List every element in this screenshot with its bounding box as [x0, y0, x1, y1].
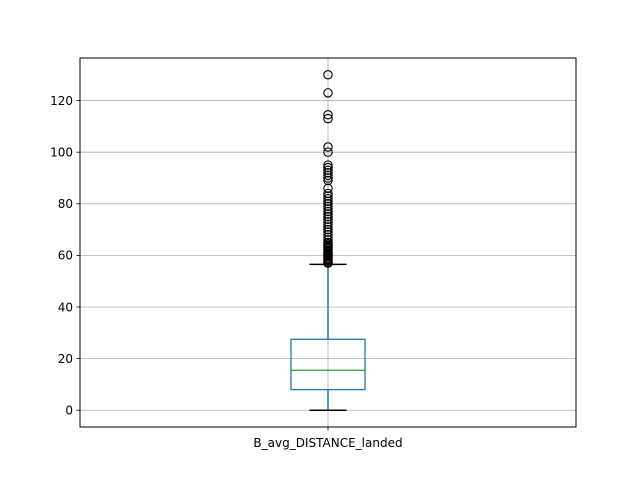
outlier-point [323, 191, 333, 201]
outlier-point [323, 232, 333, 243]
x-tick-label: B_avg_DISTANCE_landed [253, 436, 402, 450]
outlier-point [323, 193, 333, 204]
outlier-point [323, 162, 333, 173]
outlier-point [323, 230, 333, 240]
outlier-point [323, 113, 333, 124]
outlier-point [323, 214, 333, 225]
outlier-point [323, 196, 333, 206]
outlier-point [323, 235, 333, 245]
y-tick-label: 80 [58, 197, 73, 211]
outlier-point [323, 175, 333, 186]
x-tick-layer: B_avg_DISTANCE_landed [253, 427, 403, 450]
outlier-point [323, 206, 333, 217]
outlier-point [323, 211, 333, 222]
y-tick-label: 0 [65, 404, 73, 418]
outlier-point [323, 168, 333, 178]
outlier-point [323, 188, 333, 199]
y-tick-label: 60 [58, 249, 73, 263]
outlier-point [323, 142, 333, 152]
iqr-box [290, 338, 366, 391]
outlier-point [323, 209, 333, 219]
outlier-point [323, 217, 333, 227]
outlier-point [323, 224, 333, 235]
y-tick-label: 20 [58, 352, 73, 366]
tick-layer: 0 20 40 60 80 100 120 [50, 94, 80, 418]
outlier-point [323, 147, 333, 157]
outlier-point [323, 165, 333, 175]
outlier-point [323, 170, 333, 181]
box-layer [290, 70, 366, 411]
outlier-point [323, 227, 333, 237]
outlier-point [323, 201, 333, 212]
outlier-point [323, 160, 333, 170]
outlier-point [323, 204, 333, 214]
outlier-point [323, 199, 333, 209]
outlier-point [323, 222, 333, 232]
outlier-point [323, 183, 333, 194]
outlier-point [323, 237, 333, 248]
outlier-point [323, 70, 333, 80]
outlier-point [323, 110, 333, 120]
y-tick-label: 120 [50, 94, 73, 108]
y-tick-label: 100 [50, 145, 73, 159]
outlier-point [323, 219, 333, 230]
outlier-point [323, 88, 333, 98]
y-tick-label: 40 [58, 300, 73, 314]
outlier-point [323, 173, 333, 183]
